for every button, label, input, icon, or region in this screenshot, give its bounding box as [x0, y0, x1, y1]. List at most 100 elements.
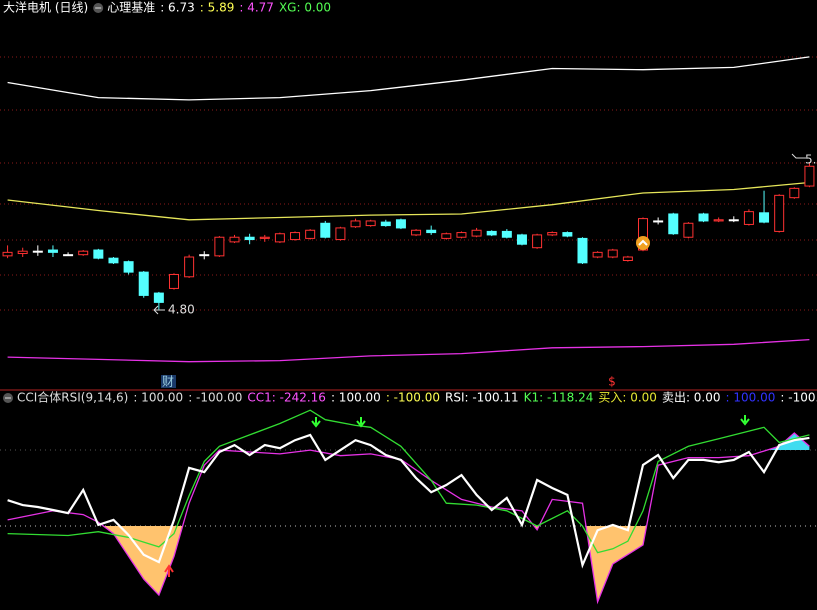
header-text: : 100.00	[726, 391, 776, 405]
buy-arrow	[164, 564, 174, 577]
indicator-line	[7, 409, 810, 554]
candle-body	[305, 229, 316, 239]
low-label: 4.80	[168, 303, 195, 317]
candle-body	[743, 211, 754, 225]
candle-body	[653, 220, 664, 223]
header-text: : 100.00	[331, 391, 381, 405]
header-text: CC1: -242.16	[247, 391, 326, 405]
candle-body	[320, 222, 331, 238]
candle-body	[290, 232, 301, 241]
candle-body	[668, 213, 679, 235]
candle-body	[335, 227, 346, 241]
candle-body	[698, 213, 709, 222]
candle-body	[153, 292, 164, 303]
header-text: K1: -118.24	[524, 391, 594, 405]
bottom-header: CCI合体RSI(9,14,6) : 100.00 : -100.00 CC1: -2…	[3, 390, 817, 405]
indicator-line	[7, 432, 810, 605]
indicator-line	[7, 433, 810, 569]
high-arrow	[791, 153, 806, 159]
candle-body	[456, 232, 467, 238]
candle-body	[2, 251, 13, 257]
top-grid	[0, 56, 817, 311]
candle-body	[607, 249, 618, 258]
candle-body	[138, 271, 149, 296]
candle-body	[214, 236, 225, 257]
candle-body	[516, 234, 527, 245]
candle-body	[486, 230, 497, 236]
candle-body	[774, 194, 785, 232]
indicator-panel	[0, 409, 817, 605]
candle-body	[789, 187, 800, 199]
candle-body	[804, 165, 815, 187]
header-text: : 4.77	[239, 1, 274, 15]
candles	[2, 162, 815, 310]
high-label: 5.8	[805, 153, 817, 167]
header-text: 大洋电机 (日线)	[3, 0, 88, 15]
candle-body	[728, 219, 739, 222]
candle-body	[411, 229, 422, 236]
header-text: RSI: -100.11	[445, 391, 519, 405]
band-line	[7, 338, 810, 363]
candle-body	[441, 233, 452, 239]
event-label: 财	[162, 375, 174, 389]
area-fill	[7, 433, 810, 451]
candle-body	[395, 219, 406, 229]
header-text: : 100.00	[133, 391, 183, 405]
candle-body	[184, 256, 195, 278]
candle-body	[638, 218, 649, 251]
candle-body	[592, 251, 603, 258]
candle-body	[471, 229, 482, 237]
candle-body	[380, 221, 391, 227]
candle-body	[63, 254, 74, 257]
candle-body	[229, 236, 240, 243]
candle-body	[32, 250, 43, 253]
candle-body	[199, 254, 210, 257]
candle-body	[47, 249, 58, 253]
candle-body	[759, 212, 770, 223]
header-text: XG: 0.00	[279, 1, 331, 15]
sell-arrow	[740, 415, 750, 426]
candle-body	[562, 232, 573, 237]
candle-body	[244, 236, 255, 241]
low-arrow	[153, 305, 165, 315]
candle-body	[168, 273, 179, 289]
candle-body	[93, 249, 104, 259]
candle-body	[713, 219, 724, 222]
candle-body	[123, 261, 134, 273]
area-fill	[103, 525, 647, 602]
band-line	[7, 181, 810, 221]
candle-body	[547, 232, 558, 236]
band-lines	[7, 56, 810, 363]
event-label: $	[608, 375, 616, 389]
candle-body	[350, 220, 361, 228]
candle-body	[426, 229, 437, 234]
candle-body	[501, 230, 512, 238]
header-text: : -100.00	[780, 391, 817, 405]
candle-body	[78, 250, 89, 256]
sell-arrow	[356, 417, 366, 428]
candle-body	[683, 222, 694, 238]
event-box	[161, 375, 176, 388]
candle-body	[622, 256, 633, 262]
header-text: CCI合体RSI(9,14,6)	[17, 390, 128, 405]
candle-body	[365, 220, 376, 227]
header-text: : -100.00	[386, 391, 440, 405]
header-text: 买入: 0.00	[598, 391, 657, 405]
sell-arrow	[311, 417, 321, 428]
top-header: 大洋电机 (日线) 心理基准 : 6.73 : 5.89 : 4.77 XG: 0.00	[3, 0, 331, 15]
signal-icon-mark	[638, 239, 648, 246]
candle-body	[108, 257, 119, 264]
header-text: : -100.00	[188, 391, 242, 405]
header-text: : 5.89	[200, 1, 235, 15]
band-line	[7, 56, 810, 101]
signal-icon	[636, 236, 650, 250]
candle-body	[532, 234, 543, 249]
header-text: 卖出: 0.00	[662, 391, 721, 405]
header-text: 心理基准	[107, 1, 155, 15]
candle-body	[274, 233, 285, 243]
header-text: : 6.73	[160, 1, 195, 15]
candle-body	[259, 236, 270, 239]
candle-body	[577, 237, 588, 264]
